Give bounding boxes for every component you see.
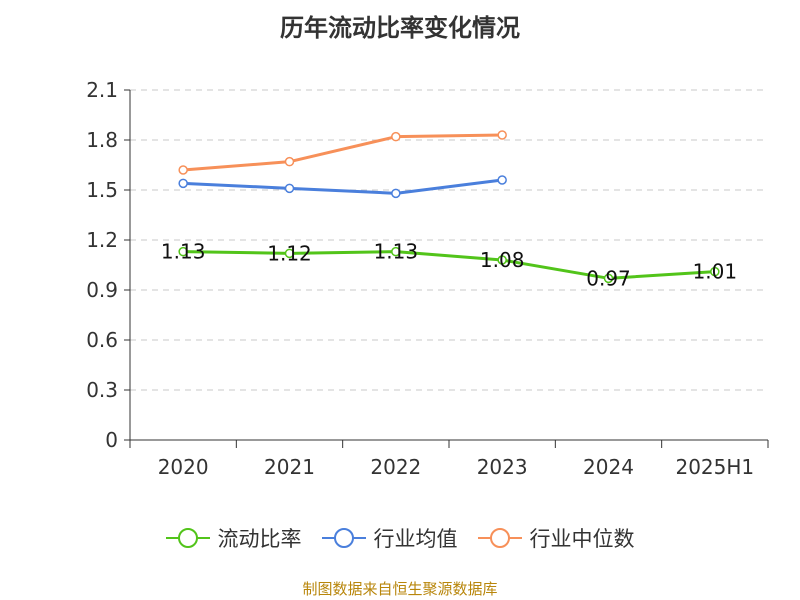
legend-label: 行业中位数 [529,527,635,551]
series-line-1 [183,178,503,195]
grid-lines [130,89,768,391]
legend-label: 行业均值 [373,527,458,551]
y-tick-label: 0 [105,428,118,452]
x-tick-label: 2020 [158,455,209,479]
legend-marker-icon [321,528,366,548]
data-source-note: 制图数据来自恒生聚源数据库 [302,580,498,598]
data-point [178,165,188,175]
data-point [497,130,507,140]
data-point [497,175,507,185]
tick-labels: 0 0.3 0.6 0.9 1.2 1.5 1.8 2.1 2020 2021 2022 2023 20… [86,78,754,479]
legend-item: 流动比率 [165,523,302,553]
legend-marker-icon [477,528,522,548]
data-point [178,178,188,189]
y-tick-label: 0.6 [86,328,118,352]
series-lines [183,133,715,280]
axes [124,89,769,448]
chart-legend: 流动比率 行业均值 行业中位数 [0,520,800,556]
x-tick-label: 2021 [264,455,315,479]
x-tick-label: 2023 [477,455,528,479]
data-label: 0.97 [586,266,631,290]
data-label: 1.01 [693,260,738,284]
data-labels: 1.13 1.12 1.13 1.08 0.97 1.01 [161,240,737,291]
legend-marker-icon [165,528,210,548]
data-point [284,183,295,194]
data-point [284,156,295,167]
data-point [284,248,295,259]
y-tick-label: 1.2 [86,228,118,252]
data-point [391,131,401,142]
series-points [178,130,720,284]
series-line-0 [183,250,715,280]
y-tick-label: 0.9 [86,278,118,302]
y-tick-label: 1.8 [86,128,118,152]
data-point [178,246,188,257]
data-point [603,273,614,284]
y-tick-label: 2.1 [86,78,118,102]
legend-item: 行业中位数 [477,523,635,553]
data-label: 1.12 [267,241,312,265]
chart-title: 历年流动比率变化情况 [280,14,520,42]
y-tick-label: 0.3 [86,378,118,402]
x-tick-label: 2022 [370,455,421,479]
data-label: 1.08 [480,248,525,272]
data-point [710,266,720,277]
legend-item: 行业均值 [321,523,458,553]
data-point [497,255,507,265]
x-tick-label: 2025H1 [675,455,754,479]
series-line-2 [183,133,503,172]
data-label: 1.13 [161,240,206,264]
data-point [391,188,401,199]
y-tick-label: 1.5 [86,178,118,202]
x-tick-label: 2024 [583,455,634,479]
data-point [391,246,401,257]
legend-label: 流动比率 [217,527,302,551]
data-label: 1.13 [374,240,419,264]
